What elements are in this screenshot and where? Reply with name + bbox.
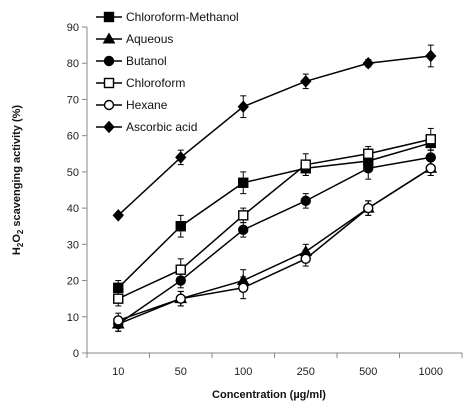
data-point: [175, 221, 186, 232]
data-point: [175, 293, 186, 304]
legend-label: Aqueous: [126, 32, 173, 46]
y-tick-label: 50: [67, 167, 79, 179]
data-point: [175, 151, 187, 164]
legend-item: Ascorbic acid: [96, 120, 197, 134]
series-2: [113, 149, 436, 332]
y-tick-label: 20: [67, 276, 79, 288]
data-point: [238, 282, 249, 293]
x-tick-label: 500: [359, 366, 377, 378]
series-4: [113, 160, 436, 329]
legend-marker: [103, 55, 115, 67]
legend-marker: [103, 77, 115, 89]
legend-item: Chloroform-Methanol: [96, 10, 239, 24]
data-point: [300, 195, 311, 207]
legend-marker: [103, 11, 115, 23]
y-tick-label: 60: [67, 131, 79, 143]
legend-marker: [103, 99, 115, 111]
svg-text:H2O2 scavenging activity (%): H2O2 scavenging activity (%): [11, 105, 25, 255]
y-tick-label: 30: [67, 239, 79, 251]
legend-label: Hexane: [126, 98, 168, 112]
data-point: [300, 75, 312, 88]
data-point: [425, 163, 436, 174]
y-axis-title-suffix: scavenging activity (%): [11, 105, 23, 230]
x-tick-label: 50: [175, 366, 187, 378]
legend-marker: [102, 32, 116, 44]
x-tick-label: 250: [297, 366, 315, 378]
data-point: [363, 202, 374, 214]
series-line: [117, 142, 431, 289]
series-5: [112, 44, 437, 222]
legend-item: Chloroform: [96, 76, 185, 90]
legend-label: Chloroform: [126, 76, 185, 90]
y-tick-label: 0: [73, 348, 79, 360]
data-point: [362, 56, 374, 70]
y-tick-label: 80: [67, 58, 79, 70]
data-point: [113, 315, 124, 326]
legend-item: Hexane: [96, 98, 168, 112]
data-point: [238, 210, 249, 221]
data-point: [300, 159, 311, 170]
data-point: [363, 163, 374, 174]
data-point: [363, 148, 374, 159]
x-tick-label: 100: [234, 366, 252, 378]
data-point: [425, 134, 436, 145]
data-point: [238, 177, 249, 188]
y-axis-title-mid: O: [11, 234, 23, 243]
legend-label: Butanol: [126, 54, 167, 68]
y-tick-label: 40: [67, 203, 79, 215]
legend-label: Ascorbic acid: [126, 120, 197, 134]
series-3: [113, 127, 436, 307]
legend: Chloroform-Methanol Aqueous Butanol Chlorof…: [96, 10, 239, 134]
x-tick-label: 1000: [419, 366, 443, 378]
legend-item: Butanol: [96, 54, 167, 68]
y-tick-label: 10: [67, 312, 79, 324]
y-axis-title-prefix: H: [11, 247, 23, 255]
data-point: [425, 49, 437, 63]
legend-item: Aqueous: [96, 32, 173, 46]
y-tick-label: 90: [67, 22, 79, 34]
y-axis-title-sub2: 2: [16, 229, 25, 234]
legend-marker: [103, 120, 115, 134]
y-axis-title: H2O2 scavenging activity (%): [11, 105, 25, 255]
data-point: [300, 253, 311, 265]
series-line: [117, 156, 431, 325]
y-tick-label: 70: [67, 94, 79, 106]
series-line: [117, 167, 432, 325]
series-line: [117, 138, 431, 300]
data-point: [238, 224, 249, 236]
x-tick-label: 10: [112, 366, 124, 378]
legend-label: Chloroform-Methanol: [126, 10, 239, 24]
series-line: [118, 167, 432, 322]
y-axis-title-sub1: 2: [16, 242, 25, 247]
x-axis-title: Concentration (µg/ml): [212, 389, 326, 401]
data-point: [237, 100, 249, 113]
series-line: [117, 55, 431, 216]
data-point: [112, 209, 124, 222]
data-point: [113, 293, 124, 304]
data-point: [175, 264, 186, 275]
